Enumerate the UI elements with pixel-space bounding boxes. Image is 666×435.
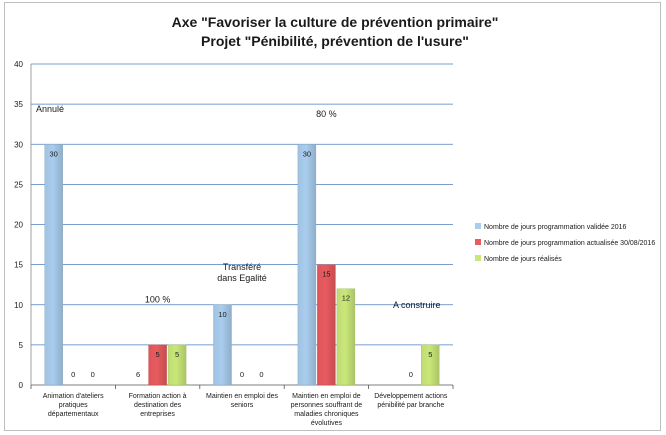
data-label: 12 [342, 294, 350, 303]
chart-title: Axe "Favoriser la culture de prévention … [172, 14, 499, 30]
data-label: 30 [50, 149, 58, 158]
bar [44, 144, 63, 386]
bar [336, 288, 356, 386]
legend-label: Nombre de jours réalisés [484, 256, 562, 263]
y-tick-label: 5 [19, 341, 24, 350]
data-label: 5 [428, 350, 432, 359]
axes: 0 5 10 15 20 25 30 35 40 [14, 60, 454, 390]
legend: Nombre de jours programmation validée 20… [475, 223, 655, 263]
annotations: Annulé 100 % Transféré dans Egalité 80 % A co… [36, 104, 441, 310]
bar [421, 344, 440, 386]
y-tick-label: 20 [14, 221, 23, 230]
chart-subtitle: Projet "Pénibilité, prévention de l'usur… [201, 33, 469, 49]
y-tick-label: 25 [14, 180, 23, 189]
annotation: 100 % [145, 294, 171, 304]
gridlines [31, 63, 453, 346]
y-tick-label: 40 [14, 60, 23, 69]
category-label: Formation action à destination des entrepr… [129, 393, 187, 418]
data-label: 6 [136, 370, 140, 379]
bar [167, 344, 187, 386]
legend-label: Nombre de jours programmation validée 20… [484, 224, 627, 231]
bar [297, 144, 317, 386]
data-labels: 30 0 0 6 5 5 10 0 0 30 15 12 0 5 [50, 149, 433, 379]
chart-frame: Axe "Favoriser la culture de prévention … [4, 2, 661, 431]
annotation: Annulé [36, 104, 64, 114]
data-label: 30 [303, 149, 311, 158]
bar [148, 344, 167, 386]
category-label: Animation d'ateliers pratiques département… [43, 393, 104, 418]
bar [317, 264, 336, 386]
legend-label: Nombre de jours programmation actualisée… [484, 240, 655, 247]
data-label: 0 [71, 370, 75, 379]
legend-swatch [475, 223, 481, 229]
y-tick-label: 30 [14, 140, 23, 149]
y-tick-label: 10 [14, 301, 23, 310]
y-tick-label: 15 [14, 261, 23, 270]
data-label: 5 [156, 350, 160, 359]
data-label: 10 [218, 310, 226, 319]
y-tick-label: 35 [14, 100, 23, 109]
annotation: Transféré dans Egalité [217, 262, 267, 283]
annotation: A construire [393, 300, 441, 310]
category-label: Maintien en emploi de personnes souffrant… [291, 393, 363, 427]
bar-chart: Axe "Favoriser la culture de prévention … [14, 14, 655, 427]
data-label: 0 [91, 370, 95, 379]
legend-swatch [475, 239, 481, 245]
data-label: 5 [175, 350, 179, 359]
bar [213, 304, 232, 386]
y-tick-label: 0 [19, 381, 24, 390]
category-label: Développement actions pénibilité par bran… [374, 393, 448, 409]
annotation: 80 % [316, 109, 337, 119]
data-label: 0 [240, 370, 244, 379]
data-label: 0 [409, 370, 413, 379]
legend-swatch [475, 255, 481, 261]
data-label: 0 [259, 370, 263, 379]
data-label: 15 [322, 270, 330, 279]
category-labels: Animation d'ateliers pratiques département… [43, 393, 448, 427]
category-label: Maintien en emploi des seniors [206, 393, 278, 409]
bars [44, 144, 440, 386]
